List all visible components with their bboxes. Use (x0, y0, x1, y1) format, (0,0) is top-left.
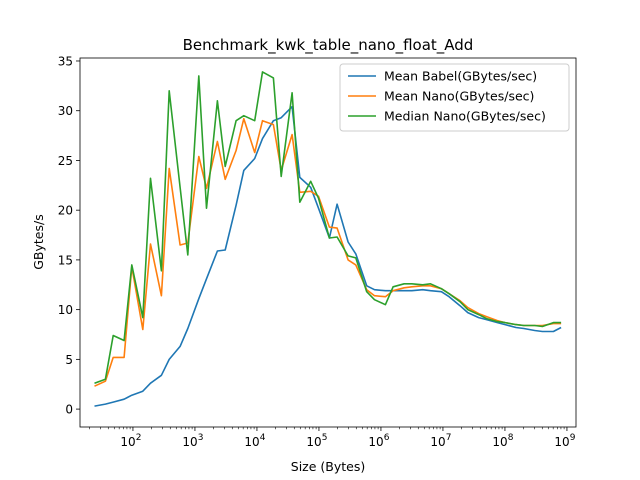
x-tick-label: 106 (368, 433, 389, 449)
y-tick-label: 10 (58, 303, 73, 317)
legend-label-3: Median Nano(GBytes/sec) (384, 109, 546, 124)
y-axis: 0 5 10 15 20 25 30 35 (58, 54, 80, 417)
legend-label-2: Mean Nano(GBytes/sec) (384, 89, 534, 104)
plot-frame (79, 57, 577, 428)
series-line-3 (94, 71, 562, 384)
legend: Mean Babel(GBytes/sec) Mean Nano(GBytes/s… (339, 63, 570, 132)
x-axis-label: Size (Bytes) (291, 459, 365, 474)
x-tick-label: 109 (554, 433, 575, 449)
y-axis-label: GBytes/s (31, 214, 46, 270)
x-axis: 102 103 104 105 106 107 108 109 (89, 427, 576, 449)
y-tick-label: 0 (65, 403, 73, 417)
y-tick-label: 35 (58, 54, 73, 68)
plot-lines (94, 71, 562, 407)
y-tick-label: 5 (65, 353, 73, 367)
x-tick-label: 105 (306, 433, 327, 449)
chart-title: Benchmark_kwk_table_nano_float_Add (183, 36, 474, 55)
x-tick-label: 103 (182, 433, 203, 449)
x-tick-label: 104 (244, 433, 265, 449)
series-line-2 (94, 117, 562, 387)
x-tick-label: 108 (492, 433, 513, 449)
y-tick-label: 25 (58, 154, 73, 168)
y-tick-label: 15 (58, 253, 73, 267)
x-tick-label: 102 (120, 433, 141, 449)
legend-label-1: Mean Babel(GBytes/sec) (384, 69, 537, 84)
legend-box (339, 63, 570, 132)
y-tick-label: 20 (58, 204, 73, 218)
x-tick-label: 107 (430, 433, 451, 449)
y-tick-label: 30 (58, 104, 73, 118)
